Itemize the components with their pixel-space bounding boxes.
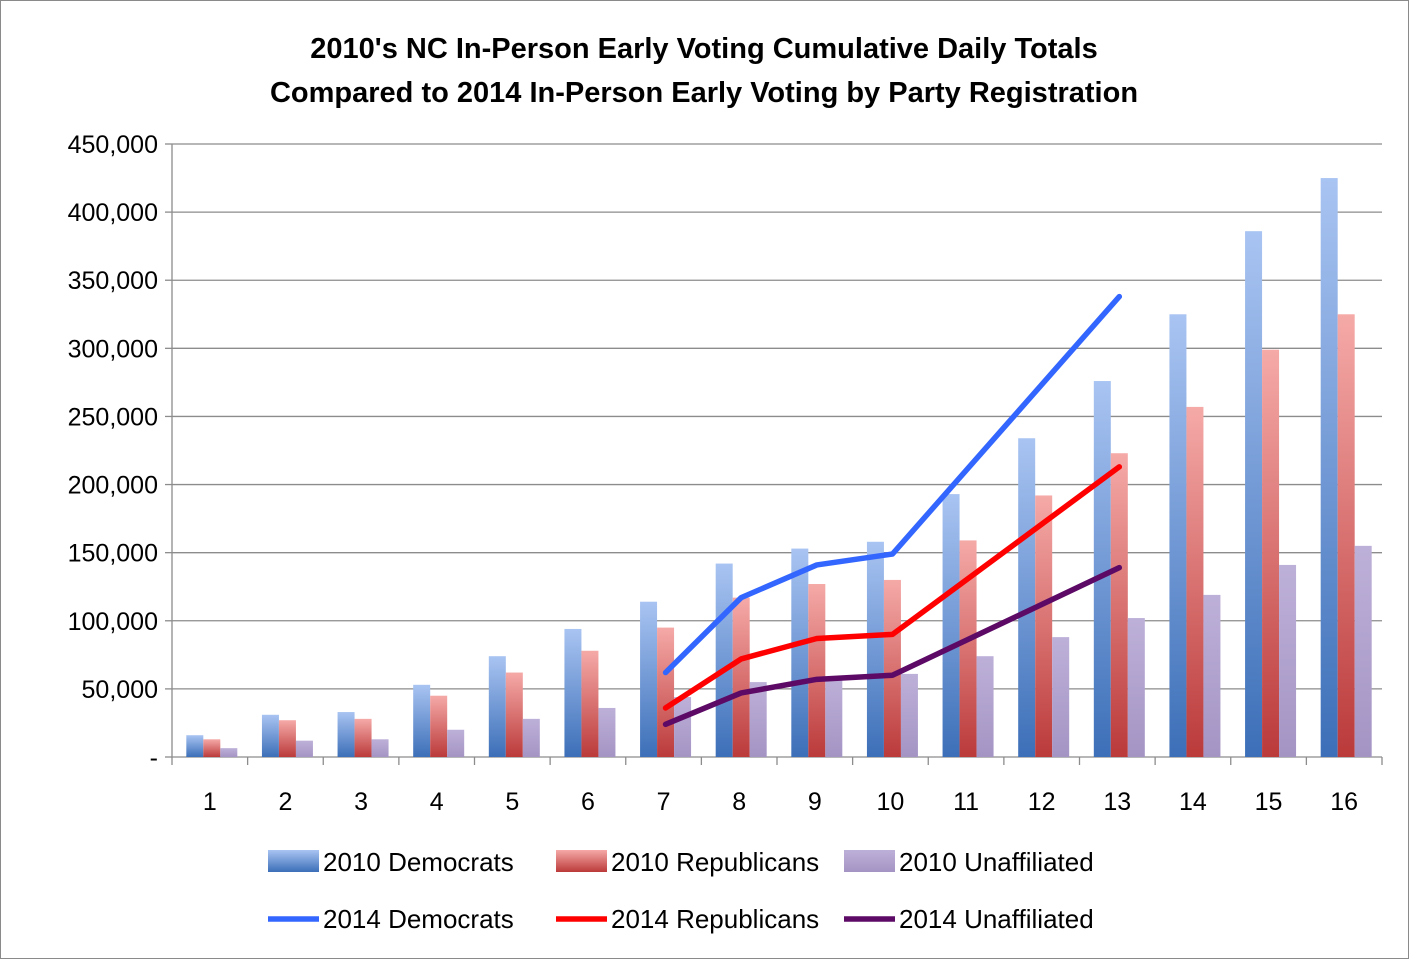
y-tick-label: 150,000 — [68, 540, 158, 568]
legend-label: 2010 Democrats — [323, 847, 514, 877]
y-tick-label: 250,000 — [68, 403, 158, 431]
bar-2010-democrats — [1093, 381, 1111, 757]
bar-2010-unaffiliated — [371, 739, 389, 757]
bar-2010-republicans — [1262, 349, 1280, 757]
bar-2010-unaffiliated — [295, 740, 313, 757]
x-tick-label: 11 — [953, 788, 979, 816]
line-2014-unaffiliated — [662, 564, 1123, 728]
x-tick-label: 12 — [1028, 788, 1056, 816]
bar-2010-unaffiliated — [674, 697, 692, 757]
x-tick-label: 2 — [278, 788, 292, 816]
legend-swatch — [268, 850, 319, 872]
y-tick-label: 200,000 — [68, 472, 158, 500]
bar-2010-republicans — [430, 695, 448, 757]
bar-2010-republicans — [883, 579, 901, 757]
y-tick-label: 450,000 — [68, 131, 158, 159]
bar-2010-unaffiliated — [1052, 637, 1070, 757]
x-tick-label: 5 — [505, 788, 519, 816]
bar-2010-republicans — [505, 672, 523, 757]
y-tick-label: 100,000 — [68, 608, 158, 636]
y-tick-label: 50,000 — [82, 676, 158, 704]
x-tick-label: 15 — [1255, 788, 1283, 816]
bar-2010-democrats — [1169, 314, 1187, 757]
bar-2010-democrats — [791, 548, 809, 757]
x-tick-label: 9 — [808, 788, 822, 816]
bar-2010-unaffiliated — [1203, 594, 1221, 757]
legend-label: 2014 Democrats — [323, 904, 514, 934]
legend-label: 2014 Unaffiliated — [899, 904, 1094, 934]
x-tick-label: 4 — [430, 788, 444, 816]
y-tick-label: - — [150, 744, 158, 772]
bar-2010-republicans — [1110, 453, 1128, 757]
chart-title: 2010's NC In-Person Early Voting Cumulat… — [310, 33, 1097, 65]
x-tick-label: 7 — [657, 788, 671, 816]
legend-swatch — [556, 850, 607, 872]
x-tick-label: 6 — [581, 788, 595, 816]
legend-swatch — [844, 850, 895, 872]
bar-2010-democrats — [1018, 438, 1036, 757]
bar-2010-unaffiliated — [598, 707, 616, 757]
bar-2010-republicans — [1337, 314, 1355, 757]
bar-series — [186, 178, 1372, 758]
bar-2010-republicans — [657, 627, 675, 757]
bar-2010-unaffiliated — [1127, 618, 1145, 757]
x-tick-label: 3 — [354, 788, 368, 816]
bar-2010-republicans — [203, 739, 221, 757]
bar-2010-unaffiliated — [749, 682, 767, 757]
bar-2010-republicans — [1035, 495, 1053, 757]
bar-2010-republicans — [732, 597, 750, 757]
bar-2010-unaffiliated — [900, 673, 918, 757]
bar-2010-unaffiliated — [220, 748, 238, 757]
bar-2010-unaffiliated — [1354, 545, 1372, 757]
y-tick-label: 300,000 — [68, 335, 158, 363]
bar-2010-unaffiliated — [976, 656, 994, 757]
bar-2010-republicans — [1186, 406, 1204, 757]
bar-2010-republicans — [278, 720, 296, 757]
bar-2010-unaffiliated — [447, 729, 465, 757]
line-2014-democrats — [662, 293, 1123, 676]
y-tick-label: 400,000 — [68, 199, 158, 227]
legend-label: 2010 Unaffiliated — [899, 847, 1094, 877]
legend-label: 2010 Republicans — [611, 847, 819, 877]
bar-2010-republicans — [581, 650, 599, 757]
bar-2010-democrats — [866, 541, 884, 757]
bar-2010-republicans — [808, 583, 826, 757]
y-axis: - 50,000 100,000 150,000 200,000 250,000 300,0… — [68, 131, 173, 772]
bar-2010-democrats — [640, 601, 658, 757]
x-tick-label: 1 — [203, 788, 217, 816]
x-tick-label: 14 — [1179, 788, 1207, 816]
bar-2010-unaffiliated — [522, 718, 540, 757]
bar-2010-democrats — [261, 714, 279, 757]
bar-2010-democrats — [337, 712, 355, 757]
x-tick-label: 8 — [732, 788, 746, 816]
line-2014-republicans — [662, 464, 1123, 711]
bar-2010-unaffiliated — [1279, 564, 1297, 757]
bar-2010-unaffiliated — [825, 676, 843, 757]
x-tick-label: 10 — [877, 788, 905, 816]
bar-2010-democrats — [186, 735, 204, 757]
bar-2010-democrats — [1320, 178, 1338, 758]
bar-2010-democrats — [564, 628, 582, 757]
bar-2010-democrats — [942, 494, 960, 757]
bar-2010-republicans — [959, 540, 977, 757]
x-tick-label: 13 — [1103, 788, 1131, 816]
bar-2010-democrats — [413, 684, 431, 757]
legend: 2010 Democrats 2010 Republicans 2010 Unaff… — [268, 847, 1094, 934]
bar-2010-democrats — [488, 656, 506, 757]
chart-subtitle: Compared to 2014 In-Person Early Voting … — [270, 77, 1138, 109]
bar-2010-democrats — [1245, 231, 1263, 757]
line-series — [662, 293, 1123, 728]
x-tick-label: 16 — [1330, 788, 1358, 816]
y-tick-label: 350,000 — [68, 267, 158, 295]
bar-2010-republicans — [354, 718, 372, 757]
bar-2010-democrats — [715, 563, 733, 757]
legend-label: 2014 Republicans — [611, 904, 819, 934]
x-axis: 1 2 3 4 5 6 7 8 9 10 11 12 13 14 15 16 — [171, 756, 1383, 816]
